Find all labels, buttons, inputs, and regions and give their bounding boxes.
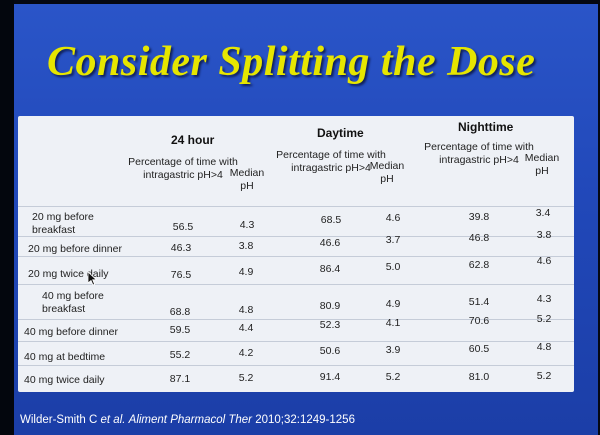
table-cell: 39.8 — [468, 211, 490, 223]
table-cell: 68.5 — [320, 214, 342, 226]
group-header-daytime: Daytime — [317, 126, 364, 140]
table-cell: 56.5 — [172, 221, 194, 233]
table-cell: 4.9 — [238, 266, 254, 278]
table-cell: 46.3 — [170, 242, 192, 254]
table-cell: 3.8 — [238, 240, 254, 252]
table-cell: 68.8 — [169, 306, 191, 318]
row-divider — [18, 256, 574, 257]
table-cell: 51.4 — [468, 296, 490, 308]
slide-title: Consider Splitting the Dose — [47, 39, 536, 85]
row-divider — [18, 236, 574, 237]
row-label: 20 mg before dinner — [28, 243, 122, 255]
subheader-median-nighttime: Median pH — [524, 152, 560, 177]
table-cell: 4.8 — [238, 304, 254, 316]
subheader-median-daytime: Median pH — [369, 160, 405, 185]
subheader-median-24h: Median pH — [229, 167, 265, 192]
table-cell: 76.5 — [170, 269, 192, 281]
table-cell: 60.5 — [468, 343, 490, 355]
table-cell: 5.2 — [536, 370, 552, 382]
table-cell: 4.4 — [238, 322, 254, 334]
table-cell: 86.4 — [319, 263, 341, 275]
table-cell: 4.6 — [385, 212, 401, 224]
citation-etal: et al. — [100, 414, 126, 426]
row-divider — [18, 365, 574, 366]
citation: Wilder-Smith C et al. Aliment Pharmacol … — [20, 414, 355, 426]
table-cell: 4.1 — [385, 317, 401, 329]
table-cell: 55.2 — [169, 349, 191, 361]
table-cell: 4.3 — [536, 293, 552, 305]
group-header-nighttime: Nighttime — [458, 120, 514, 134]
table-cell: 4.6 — [536, 255, 552, 267]
row-divider — [18, 341, 574, 342]
table-cell: 4.9 — [385, 298, 401, 310]
table-cell: 3.9 — [385, 344, 401, 356]
subheader-pct-daytime: Percentage of time with intragastric pH>… — [276, 149, 386, 174]
citation-journal: Aliment Pharmacol Ther — [128, 414, 253, 426]
table-cell: 80.9 — [319, 300, 341, 312]
row-label: 40 mg before dinner — [24, 326, 118, 338]
table-cell: 81.0 — [468, 371, 490, 383]
table-cell: 91.4 — [319, 371, 341, 383]
subheader-pct-24h: Percentage of time with intragastric pH>… — [128, 156, 238, 181]
table-cell: 3.7 — [385, 234, 401, 246]
group-header-24-hour: 24 hour — [171, 133, 215, 147]
background-edge — [0, 0, 14, 435]
table-cell: 70.6 — [468, 315, 490, 327]
subheader-pct-nighttime: Percentage of time with intragastric pH>… — [424, 141, 534, 166]
mouse-pointer-icon — [88, 272, 98, 286]
table-cell: 4.8 — [536, 341, 552, 353]
table-cell: 46.8 — [468, 232, 490, 244]
table-cell: 3.8 — [536, 229, 552, 241]
results-table: 24 hour Daytime Nighttime Percentage of … — [18, 116, 574, 392]
table-cell: 62.8 — [468, 259, 490, 271]
row-divider — [18, 319, 574, 320]
citation-ref: 2010;32:1249-1256 — [252, 414, 355, 426]
table-cell: 5.0 — [385, 261, 401, 273]
row-divider — [18, 284, 574, 285]
table-cell: 50.6 — [319, 345, 341, 357]
table-cell: 52.3 — [319, 319, 341, 331]
row-label: 40 mg at bedtime — [24, 351, 106, 363]
table-cell: 59.5 — [169, 324, 191, 336]
row-label: 40 mg twice daily — [24, 374, 105, 386]
table-cell: 4.3 — [239, 219, 255, 231]
row-label: 40 mg before breakfast — [42, 290, 104, 316]
table-cell: 46.6 — [319, 237, 341, 249]
table-cell: 5.2 — [385, 371, 401, 383]
header-divider — [18, 206, 574, 207]
table-cell: 5.2 — [536, 313, 552, 325]
row-label: 20 mg before breakfast — [32, 211, 94, 237]
table-cell: 5.2 — [238, 372, 254, 384]
table-cell: 87.1 — [169, 373, 191, 385]
table-cell: 4.2 — [238, 347, 254, 359]
table-cell: 3.4 — [535, 207, 551, 219]
citation-authors: Wilder-Smith C — [20, 414, 101, 426]
